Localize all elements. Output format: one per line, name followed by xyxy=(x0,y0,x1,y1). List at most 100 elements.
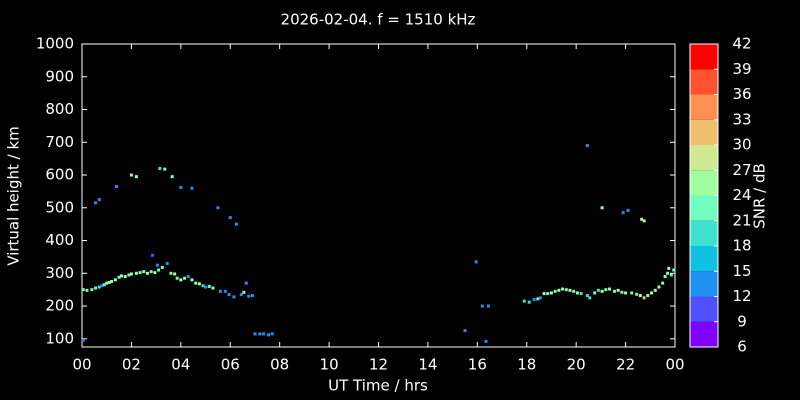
colorbar-tick-label: 24 xyxy=(732,186,751,204)
data-point xyxy=(155,263,159,267)
y-tick-label: 1000 xyxy=(36,35,74,53)
data-point xyxy=(635,292,639,296)
x-tick-label: 20 xyxy=(567,356,586,374)
data-point xyxy=(100,284,104,288)
x-tick-label: 06 xyxy=(221,356,240,374)
colorbar-tick-label: 21 xyxy=(732,211,751,229)
data-point xyxy=(179,185,183,189)
data-point xyxy=(134,175,138,179)
x-tick-label: 18 xyxy=(517,356,536,374)
data-point xyxy=(480,304,484,308)
data-point xyxy=(557,288,561,292)
y-tick-label: 800 xyxy=(45,100,74,118)
data-point xyxy=(624,291,628,295)
data-point xyxy=(160,265,164,269)
data-point xyxy=(194,281,198,285)
x-tick-label: 08 xyxy=(270,356,289,374)
data-point xyxy=(85,288,89,292)
data-point xyxy=(657,285,661,289)
data-point xyxy=(163,167,167,171)
data-point xyxy=(120,274,124,278)
data-point xyxy=(653,288,657,292)
x-tick-label: 00 xyxy=(72,356,91,374)
data-point xyxy=(638,294,642,298)
y-axis-label: Virtual height / km xyxy=(5,126,23,265)
data-point xyxy=(600,206,604,210)
data-point xyxy=(105,281,109,285)
data-point xyxy=(123,275,127,279)
data-point xyxy=(190,186,194,190)
data-point xyxy=(81,288,85,292)
data-point xyxy=(546,292,550,296)
data-point xyxy=(211,286,215,290)
data-point xyxy=(672,268,676,272)
colorbar-segment xyxy=(690,119,718,145)
data-point xyxy=(107,280,111,284)
data-point xyxy=(90,288,94,292)
data-point xyxy=(538,296,542,300)
x-tick-label: 04 xyxy=(171,356,190,374)
data-point xyxy=(110,279,114,283)
x-tick-label: 16 xyxy=(468,356,487,374)
colorbar-tick-label: 39 xyxy=(732,60,751,78)
data-point xyxy=(97,285,101,289)
data-point xyxy=(157,268,161,272)
data-point xyxy=(175,276,179,280)
data-point xyxy=(572,289,576,293)
data-point xyxy=(207,284,211,288)
colorbar-segment xyxy=(690,44,718,70)
x-tick-label: 10 xyxy=(320,356,339,374)
colorbar-segment xyxy=(690,145,718,171)
data-point xyxy=(216,206,220,210)
data-point xyxy=(612,289,616,293)
colorbar-segment xyxy=(690,271,718,297)
data-point xyxy=(267,333,271,337)
data-point xyxy=(620,290,624,294)
colorbar-tick-label: 12 xyxy=(732,287,751,305)
data-point xyxy=(553,289,557,293)
data-point xyxy=(117,275,121,279)
data-point xyxy=(247,294,251,298)
data-point xyxy=(630,291,634,295)
data-point xyxy=(600,289,604,293)
data-point xyxy=(242,290,246,294)
data-point xyxy=(227,293,231,297)
data-point xyxy=(134,271,138,275)
x-tick-label: 02 xyxy=(122,356,141,374)
colorbar-tick-label: 42 xyxy=(732,35,751,53)
data-point xyxy=(253,332,257,336)
data-point xyxy=(650,291,654,295)
data-point xyxy=(165,261,169,265)
colorbar-segment xyxy=(690,246,718,272)
colorbar-segment xyxy=(690,220,718,246)
data-point xyxy=(463,329,467,333)
x-tick-label: 12 xyxy=(369,356,388,374)
data-point xyxy=(232,295,236,299)
data-point xyxy=(153,271,157,275)
colorbar-segment xyxy=(690,69,718,95)
data-point xyxy=(169,271,173,275)
data-point xyxy=(258,332,262,336)
y-tick-label: 100 xyxy=(45,329,74,347)
data-point xyxy=(244,281,248,285)
colorbar-tick-label: 6 xyxy=(737,338,747,356)
colorbar-tick-label: 18 xyxy=(732,237,751,255)
data-point xyxy=(593,291,597,295)
y-tick-label: 900 xyxy=(45,67,74,85)
data-point xyxy=(170,175,174,179)
data-point xyxy=(129,272,133,276)
colorbar-tick-label: 15 xyxy=(732,262,751,280)
data-point xyxy=(585,294,589,298)
data-point xyxy=(666,271,670,275)
data-point xyxy=(270,332,274,336)
data-point xyxy=(536,297,540,301)
colorbar-tick-label: 27 xyxy=(732,161,751,179)
colorbar-tick-label: 30 xyxy=(732,136,751,154)
data-point xyxy=(197,282,201,286)
y-tick-label: 600 xyxy=(45,166,74,184)
y-tick-label: 300 xyxy=(45,264,74,282)
data-point xyxy=(127,273,131,277)
data-point xyxy=(588,296,592,300)
